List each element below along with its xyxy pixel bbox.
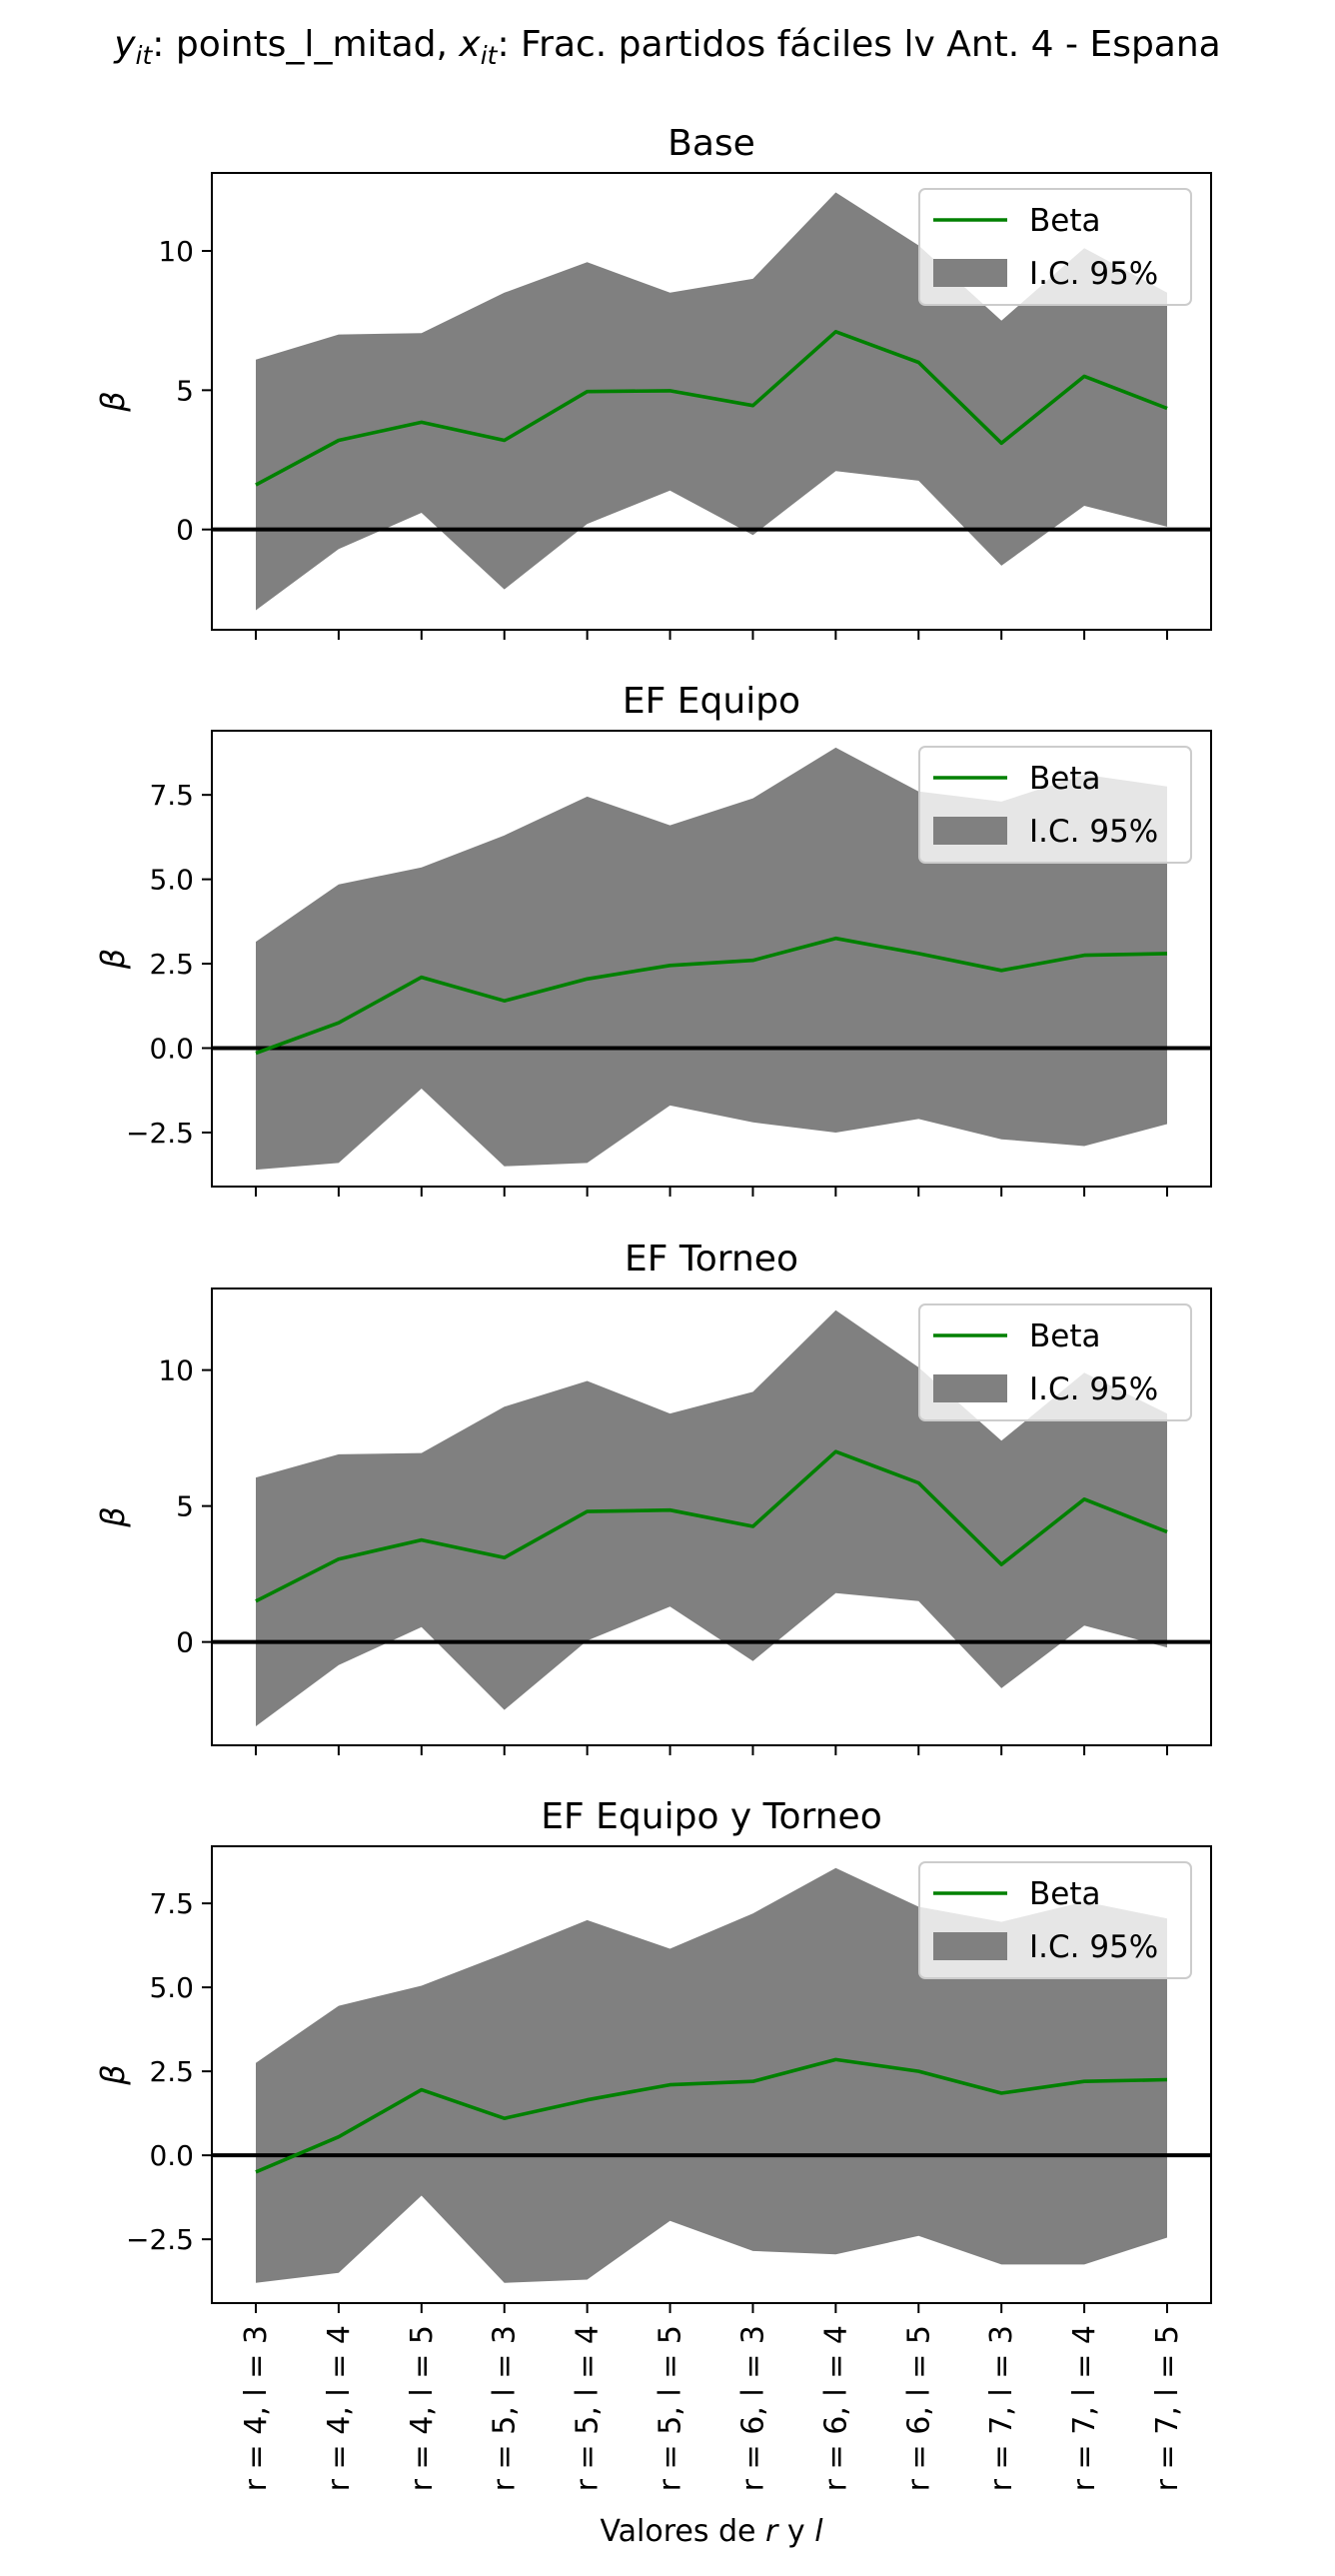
y-axis-label: β (94, 2064, 132, 2085)
beta-line (255, 2057, 1168, 2174)
y-tick-label: 0 (176, 514, 194, 547)
x-axis-label: Valores de r y l (600, 2514, 823, 2549)
axes-frame (211, 1288, 1212, 1746)
legend: Beta I.C. 95% (918, 1861, 1192, 1979)
y-tick-label: −2.5 (126, 2223, 194, 2256)
x-tick-label: r = 5, l = 5 (654, 2325, 688, 2491)
legend-label-beta: Beta (1029, 761, 1101, 797)
legend-swatch-ci (933, 1374, 1007, 1402)
x-tick-label: r = 7, l = 5 (1150, 2325, 1185, 2491)
y-tick-label: 7.5 (149, 1887, 194, 1920)
y-tick-label: 5.0 (149, 864, 194, 897)
x-tick-label: r = 7, l = 4 (1067, 2325, 1102, 2491)
y-axis-label: β (94, 949, 132, 970)
beta-line (255, 936, 1168, 1056)
panel-title: Base (668, 123, 755, 164)
y-tick-label: −2.5 (126, 1117, 194, 1150)
y-tick-label: 2.5 (149, 2055, 194, 2088)
y-tick-label: 5 (176, 1490, 194, 1523)
y-tick-label: 10 (158, 1354, 194, 1387)
y-tick-label: 0.0 (149, 1033, 194, 1066)
x-tick-label: r = 5, l = 3 (488, 2325, 523, 2491)
y-axis-label: β (94, 391, 132, 412)
legend-label-ci: I.C. 95% (1029, 1371, 1158, 1407)
x-tick-label: r = 4, l = 3 (239, 2325, 274, 2491)
legend-label-ci: I.C. 95% (1029, 814, 1158, 850)
y-tick-label: 5.0 (149, 1971, 194, 2004)
panel-title: EF Equipo (623, 681, 800, 722)
y-tick-label: 7.5 (149, 779, 194, 812)
chart-panel-4: −2.5 0.0 2.5 5.0 7.5 EF Equipo y Torneo β Beta I… (94, 1796, 1212, 2491)
legend-label-ci: I.C. 95% (1029, 1929, 1158, 1965)
chart-panel-3: 0 5 10 EF Torneo β Beta I.C. 95% (94, 1239, 1212, 1755)
y-tick-label: 0 (176, 1626, 194, 1659)
axes-frame (211, 730, 1212, 1188)
x-tick-label: r = 4, l = 4 (322, 2325, 357, 2491)
legend: Beta I.C. 95% (918, 188, 1192, 306)
chart-panel-2: −2.5 0.0 2.5 5.0 7.5 EF Equipo β Beta I.C. 95% (94, 681, 1212, 1197)
y-axis-label: β (94, 1506, 132, 1527)
chart-panel-1: 0 5 10 Base β Beta I.C. 95% (94, 123, 1212, 640)
x-tick-label: r = 7, l = 3 (984, 2325, 1019, 2491)
beta-line (255, 329, 1168, 487)
figure-suptitle: yit: points_l_mitad, xit: Frac. partidos… (113, 24, 1221, 70)
axes-frame (211, 172, 1212, 631)
axes-frame (211, 1845, 1212, 2304)
y-tick-label: 5 (176, 374, 194, 407)
legend-label-beta: Beta (1029, 203, 1101, 239)
y-tick-label: 2.5 (149, 948, 194, 981)
x-tick-label: r = 5, l = 4 (571, 2325, 606, 2491)
legend-swatch-ci (933, 1932, 1007, 1960)
panel-title: EF Equipo y Torneo (541, 1796, 881, 1837)
beta-line (255, 1449, 1168, 1603)
legend-swatch-ci (933, 817, 1007, 845)
legend: Beta I.C. 95% (918, 746, 1192, 864)
legend-label-beta: Beta (1029, 1876, 1101, 1912)
x-tick-label: r = 4, l = 5 (405, 2325, 440, 2491)
legend-swatch-ci (933, 259, 1007, 287)
x-tick-label: r = 6, l = 4 (818, 2325, 853, 2491)
chart-panels: 0 5 10 Base β Beta I.C. 95% −2.5 0.0 2.5 5.0 7.5 EF … (94, 123, 1212, 2491)
legend: Beta I.C. 95% (918, 1303, 1192, 1421)
panel-title: EF Torneo (625, 1239, 798, 1280)
y-tick-label: 0.0 (149, 2139, 194, 2172)
legend-label-ci: I.C. 95% (1029, 256, 1158, 292)
x-tick-label: r = 6, l = 3 (735, 2325, 770, 2491)
x-tick-label: r = 6, l = 5 (901, 2325, 936, 2491)
legend-label-beta: Beta (1029, 1318, 1101, 1354)
y-tick-label: 10 (158, 235, 194, 268)
